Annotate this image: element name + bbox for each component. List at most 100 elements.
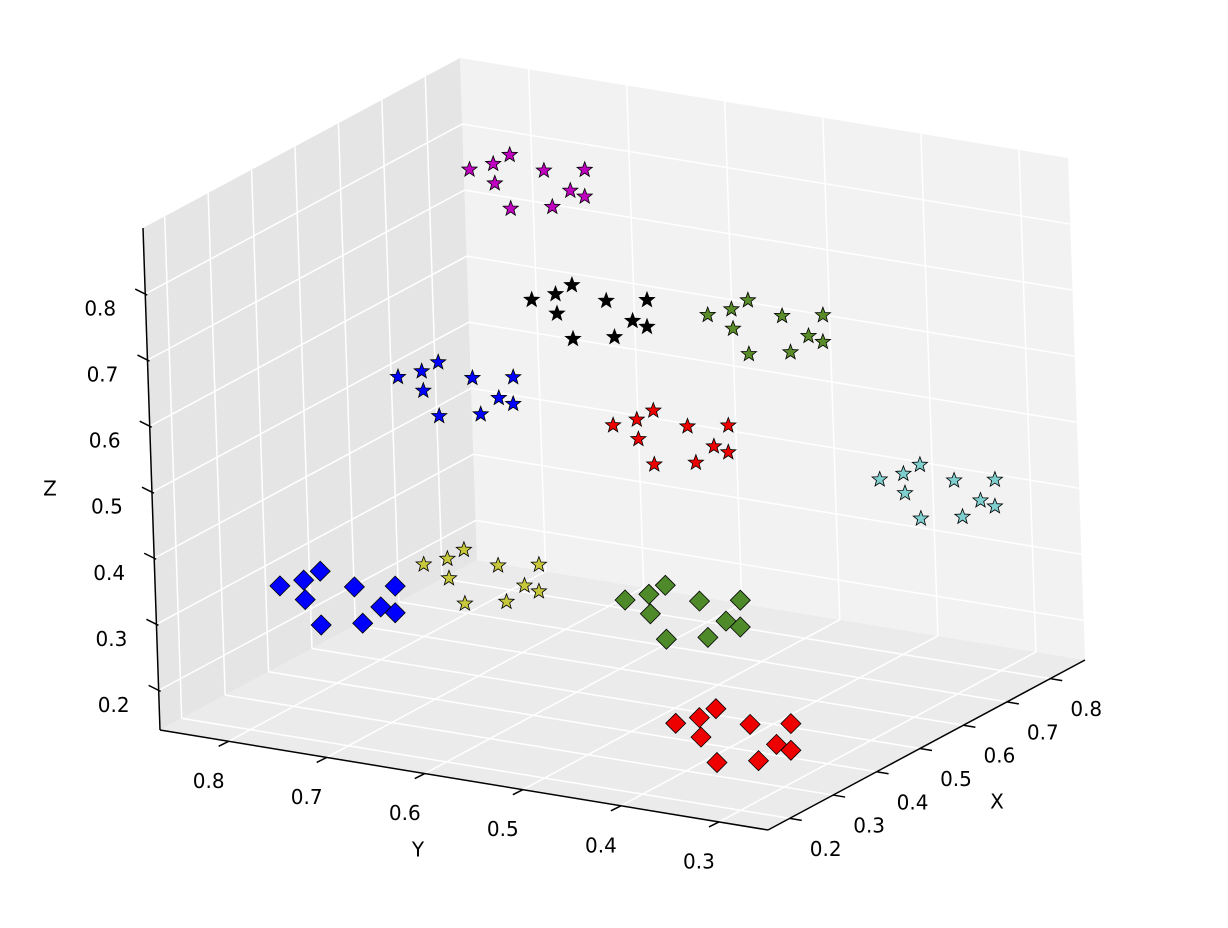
data-point [309, 560, 331, 582]
z-tick-label: 0.8 [84, 297, 116, 321]
grid-line [181, 717, 790, 820]
grid-line [424, 602, 743, 775]
y-tick-label: 0.7 [291, 785, 323, 809]
grid-line [151, 321, 470, 493]
data-point [543, 197, 561, 215]
data-point [740, 344, 758, 362]
data-point [614, 589, 636, 611]
data-point [719, 443, 737, 460]
grid-line [424, 76, 444, 579]
right-pane [460, 58, 1085, 660]
grid-line [250, 169, 270, 672]
data-point [269, 575, 291, 597]
data-point [654, 574, 676, 596]
grid-line [381, 99, 400, 602]
data-point [429, 353, 447, 370]
x-tick [1006, 701, 1019, 705]
data-point [563, 275, 581, 293]
data-point [343, 576, 365, 598]
data-point [497, 592, 516, 610]
x-tick-label: 0.5 [940, 767, 972, 791]
data-point [747, 750, 770, 772]
data-point [724, 319, 742, 337]
data-point [638, 290, 656, 308]
data-point [561, 181, 579, 199]
grid-line [464, 189, 1073, 291]
z-axis-label: Z [43, 477, 57, 501]
x-tick [1050, 677, 1063, 682]
data-point [414, 381, 432, 399]
z-tick-label: 0.5 [91, 495, 123, 519]
z-tick-label: 0.6 [89, 429, 121, 453]
data-point [502, 199, 520, 217]
data-point [697, 626, 719, 648]
data-point [293, 569, 315, 591]
data-point [706, 751, 728, 774]
grid-line [153, 387, 472, 559]
data-point [535, 161, 553, 178]
data-point [294, 589, 316, 611]
data-point [605, 327, 624, 345]
data-point [623, 311, 642, 329]
grid-line [398, 601, 1007, 703]
grid-line [724, 101, 743, 604]
data-point [629, 429, 648, 447]
grid-line [355, 624, 964, 726]
data-point [688, 590, 711, 612]
x-tick-label: 0.6 [984, 744, 1016, 768]
z-tick-label: 0.3 [96, 627, 128, 651]
left-pane [143, 58, 477, 730]
grid-line [475, 519, 1084, 622]
y-axis [159, 729, 769, 831]
data-point [896, 484, 914, 501]
data-point [548, 304, 566, 321]
grid-line [466, 255, 1075, 357]
data-point [773, 306, 791, 324]
data-point [455, 540, 473, 558]
data-point [489, 556, 507, 573]
grid-line [149, 255, 468, 427]
grid-line [158, 519, 477, 692]
data-point [484, 154, 502, 172]
data-point [370, 596, 392, 618]
data-point [440, 569, 458, 586]
y-tick-label: 0.6 [389, 801, 421, 825]
data-point [953, 507, 972, 525]
grid-line [228, 570, 546, 742]
x-axis-label: X [990, 790, 1004, 814]
grid-line [822, 117, 841, 620]
data-point [430, 406, 448, 424]
data-point [911, 455, 929, 473]
y-tick [610, 805, 622, 812]
x-tick [876, 771, 889, 775]
data-point [638, 583, 660, 605]
data-point [576, 160, 594, 178]
data-point [799, 326, 818, 344]
x-tick-label: 0.8 [1070, 697, 1102, 721]
data-point [688, 707, 710, 729]
grid-line [311, 647, 921, 750]
data-point [638, 317, 656, 335]
x-tick [919, 747, 933, 752]
data-point [564, 329, 582, 347]
data-point [705, 437, 723, 454]
y-axis-label: Y [411, 838, 425, 862]
data-point [597, 291, 615, 309]
grid-line [625, 85, 645, 588]
z-axis [142, 227, 161, 731]
x-tick [789, 817, 802, 822]
data-point [971, 491, 990, 508]
data-point [628, 410, 646, 427]
data-point [490, 388, 508, 406]
floor-pane [160, 560, 1085, 830]
data-point [690, 726, 712, 748]
x-axis [767, 659, 1086, 831]
x-tick-label: 0.4 [897, 790, 929, 814]
data-point [389, 367, 407, 385]
data-point [472, 405, 490, 422]
z-tick-label: 0.7 [87, 363, 119, 387]
data-point [523, 290, 541, 308]
grid-line [473, 453, 1082, 556]
